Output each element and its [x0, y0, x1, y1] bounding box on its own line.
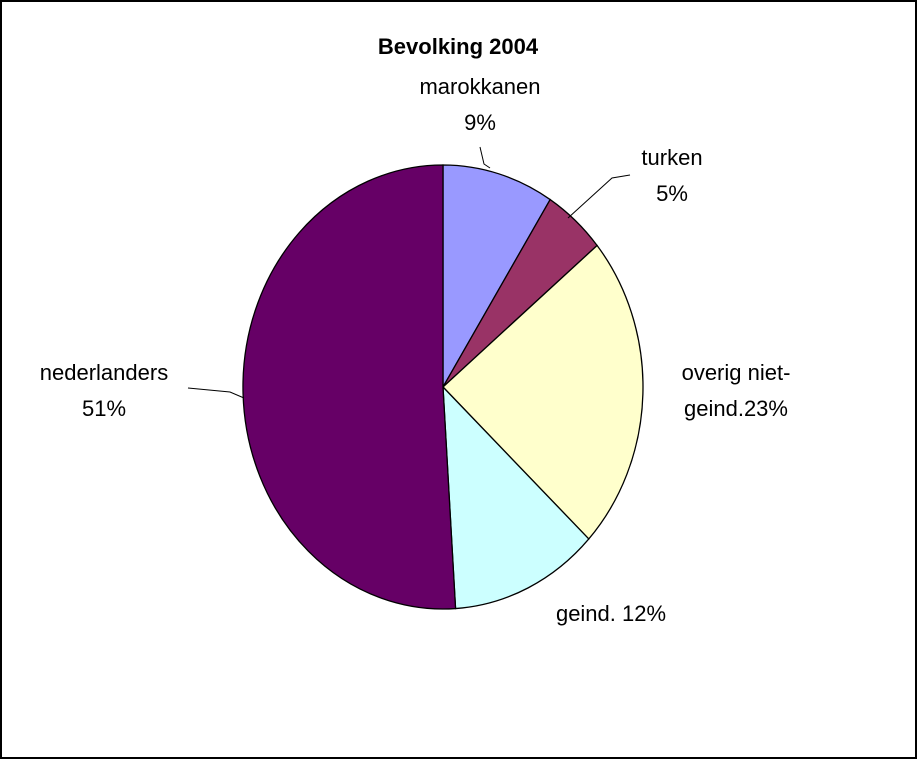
slice-label-line: nederlanders [40, 360, 168, 385]
slice-label-line: overig niet- [682, 360, 791, 385]
pie-slice-marokkanen [442, 164, 552, 390]
slice-label: turken 5% [641, 145, 702, 206]
slice-labels: marokkanen 9% turken 5% overig niet-geind.23… [40, 74, 791, 626]
slice-label-line: marokkanen [419, 74, 540, 99]
pie-slice-nederlanders [242, 164, 457, 610]
slice-label-line: geind.23% [684, 396, 788, 421]
slice-label: marokkanen 9% [419, 74, 540, 135]
slice-label-line: 51% [82, 396, 126, 421]
slice-label-line: geind. 12% [556, 601, 666, 626]
pie-slice-overig-niet-geind [442, 244, 644, 540]
slice-label-line: 5% [656, 181, 688, 206]
leader-line [567, 174, 631, 219]
leader-line [187, 387, 245, 399]
leader-line [479, 146, 491, 169]
leader-lines [187, 146, 631, 399]
slice-label-line: turken [641, 145, 702, 170]
slice-label: nederlanders 51% [40, 360, 168, 421]
pie-slices [242, 164, 644, 610]
slice-label-line: 9% [464, 110, 496, 135]
slice-label: geind. 12% [556, 601, 666, 626]
pie-slice-geind [442, 385, 590, 610]
chart-title: Bevolking 2004 [378, 34, 539, 59]
slice-label: overig niet-geind.23% [682, 360, 791, 421]
